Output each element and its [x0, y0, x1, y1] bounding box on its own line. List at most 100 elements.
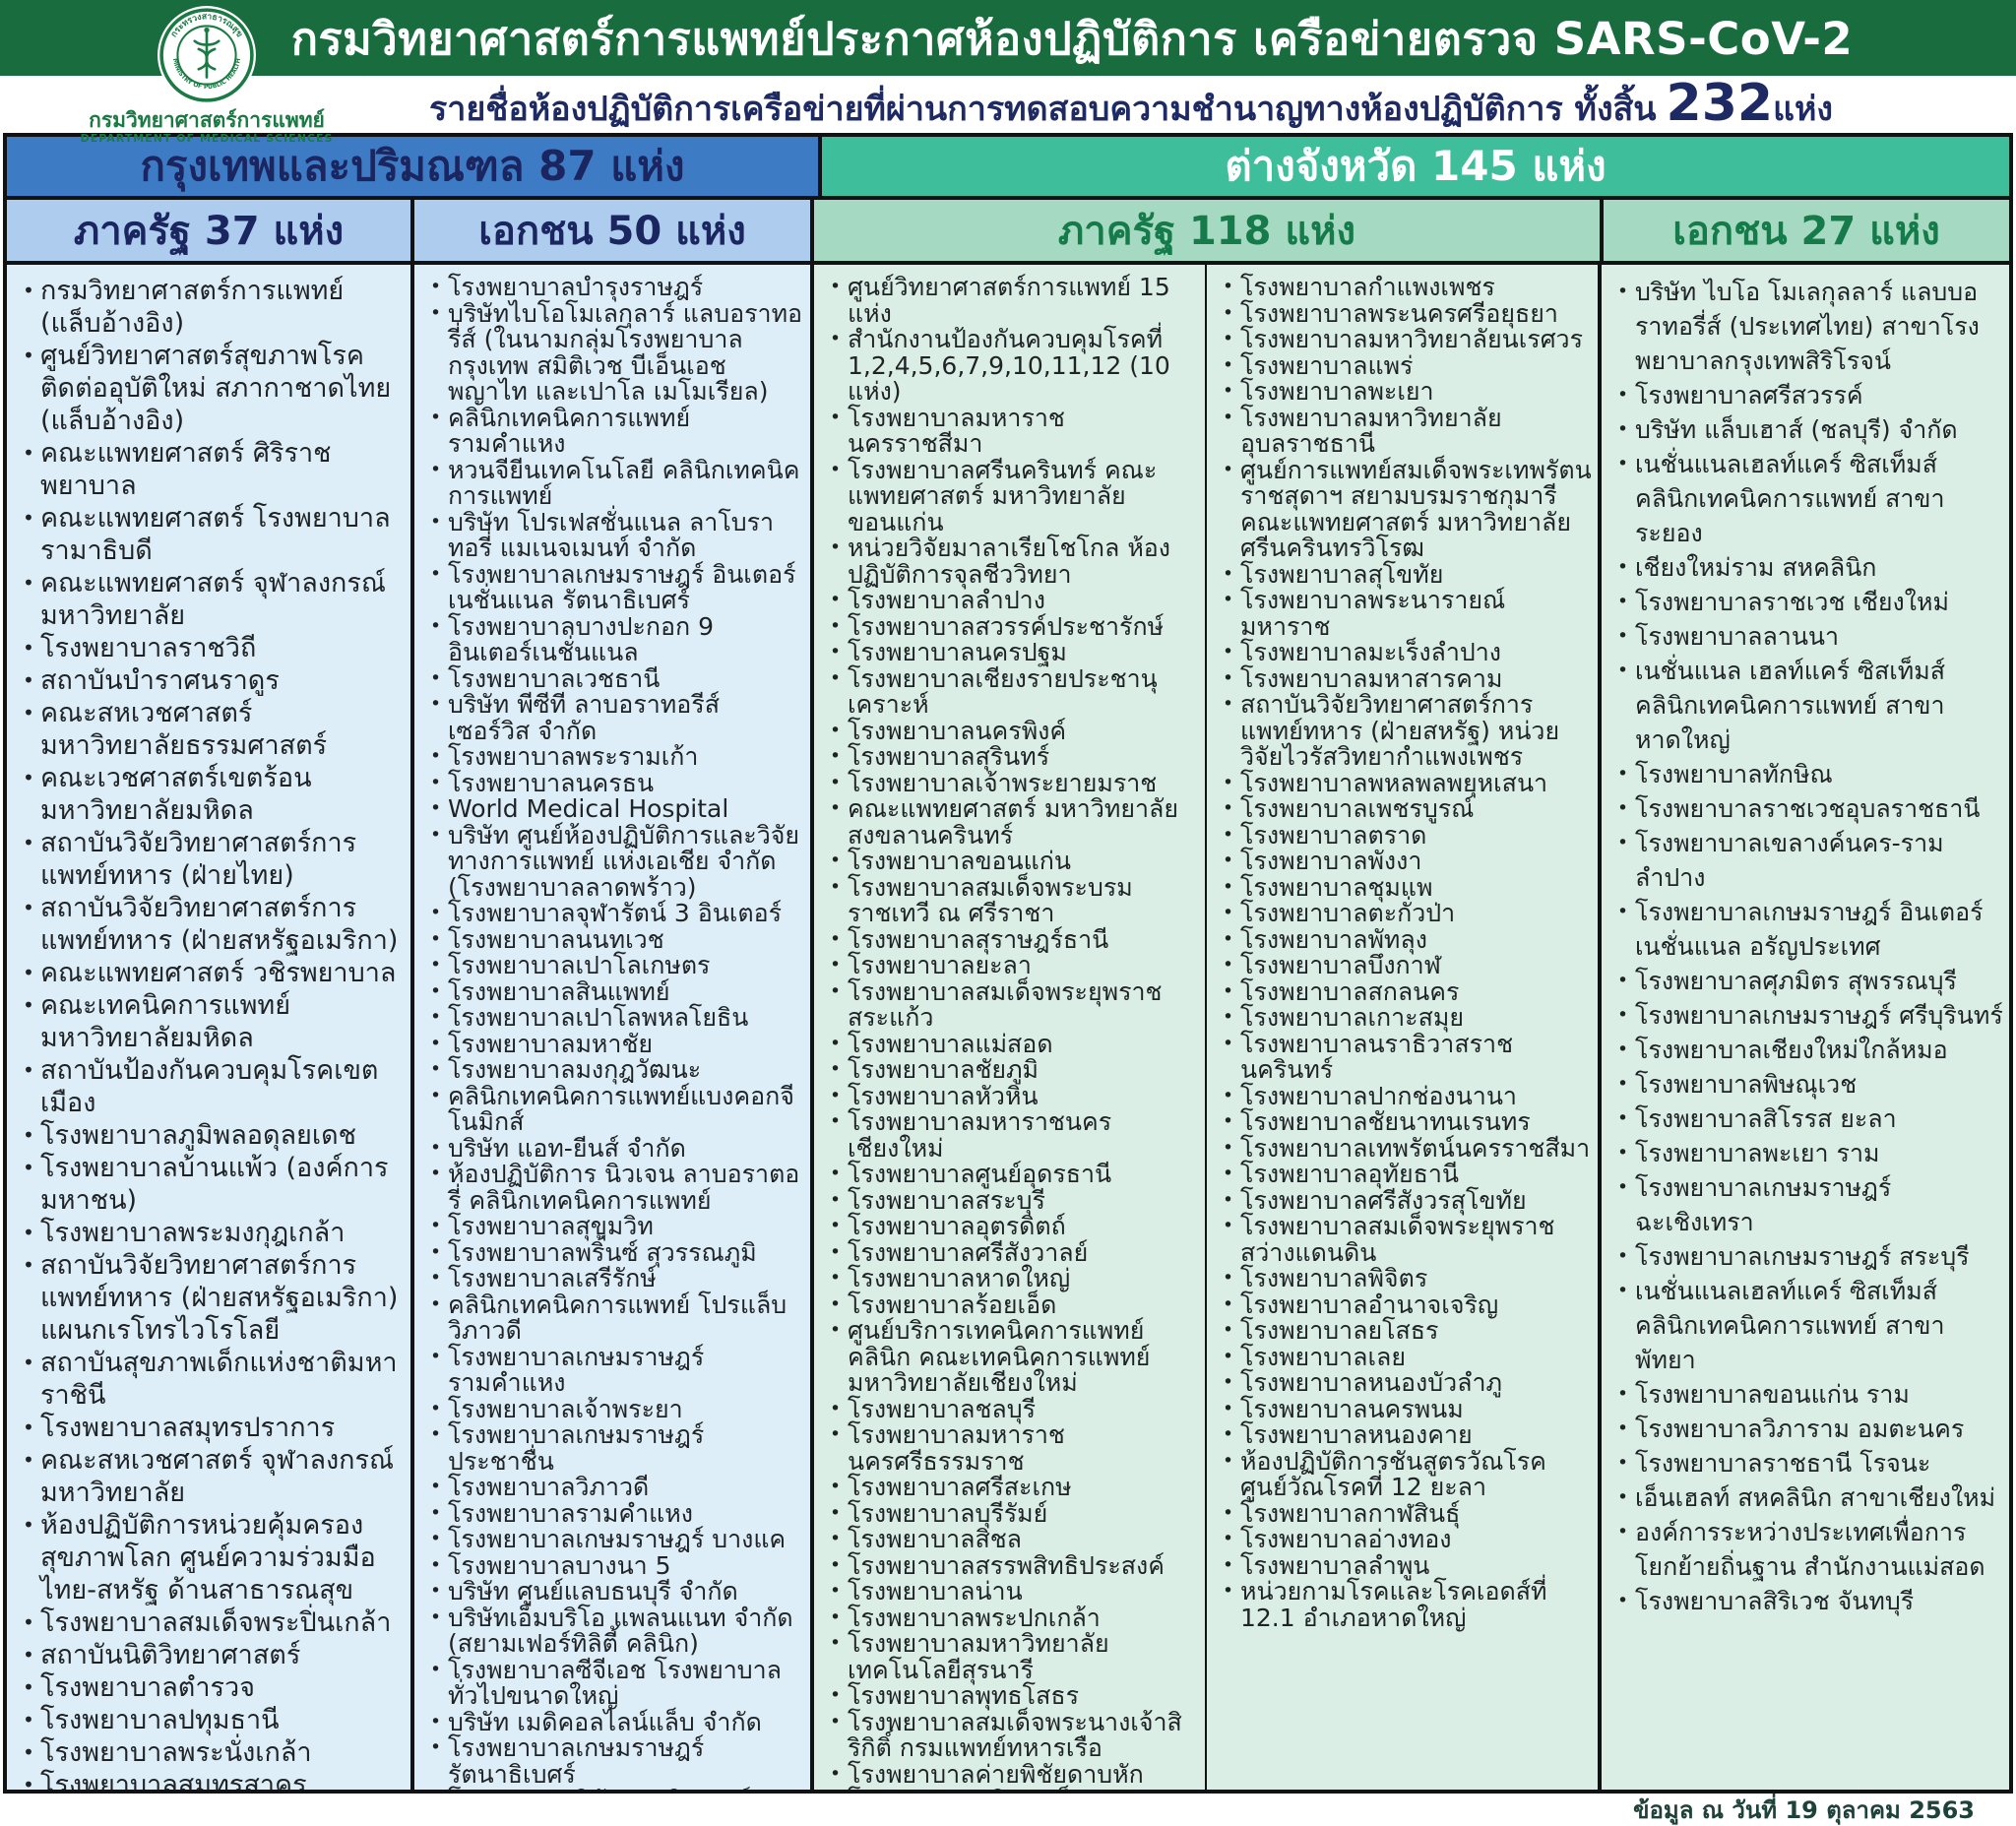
lab-item: โรงพยาบาลมะเร็งลำปาง — [1219, 639, 1592, 666]
lab-item: โรงพยาบาลเกษมราษฎร์ บางแค — [426, 1526, 804, 1553]
lab-item: โรงพยาบาลราชเวชอุบลราชธานี — [1613, 791, 2003, 826]
column-header-bangkok-private: เอกชน 50 แห่ง — [414, 200, 814, 261]
subtitle-band: รายชื่อห้องปฏิบัติการเครือข่ายที่ผ่านการ… — [0, 74, 2016, 133]
lab-item: โรงพยาบาลเจ้าพระยา — [426, 1396, 804, 1423]
lab-item: โรงพยาบาลขอนแก่น — [826, 848, 1199, 875]
lab-item: โรงพยาบาลเสรีรักษ์ — [426, 1265, 804, 1292]
lab-item: โรงพยาบาลสุขุมวิท — [426, 1213, 804, 1240]
lab-item: เนชั่นแนล เฮลท์แคร์ ซิสเท็มส์ คลินิกเทคน… — [1613, 654, 2003, 757]
table-body: กรมวิทยาศาสตร์การแพทย์ (แล็บอ้างอิง)ศูนย… — [7, 265, 2009, 1790]
section-header-row: กรุงเทพและปริมณฑล 87 แห่ง ต่างจังหวัด 14… — [7, 137, 2009, 200]
lab-item: โรงพยาบาลศุภมิตร สุพรรณบุรี — [1613, 964, 2003, 998]
lab-item: โรงพยาบาลลานนา — [1613, 619, 2003, 654]
lab-item: สถาบันนิติวิทยาศาสตร์ — [19, 1639, 405, 1671]
lab-item: โรงพยาบาลมงกุฎวัฒนะ — [426, 1056, 804, 1084]
lab-item: โรงพยาบาลจุฬารัตน์ 3 อินเตอร์ — [426, 900, 804, 927]
lab-item: โรงพยาบาลเลย — [1219, 1344, 1592, 1371]
lab-item: โรงพยาบาลชัยภูมิ — [826, 1056, 1199, 1084]
lab-item: โรงพยาบาลสมเด็จพระยุพราชสว่างแดนดิน — [1219, 1213, 1592, 1266]
column-header-provinces-private: เอกชน 27 แห่ง — [1604, 200, 2009, 261]
lab-item: บริษัท ศูนย์ห้องปฏิบัติการและวิจัยทางการ… — [426, 822, 804, 902]
lab-item: โรงพยาบาลราชเวช เชียงใหม่ — [1613, 585, 2003, 619]
lab-item: โรงพยาบาลสมเด็จพระยุพราชสระแก้ว — [826, 978, 1199, 1032]
lab-item: โรงพยาบาลสมุทรสาคร — [19, 1769, 405, 1790]
lab-item: โรงพยาบาลสวรรค์ประชารักษ์ — [826, 613, 1199, 641]
lab-item: คณะแพทยศาสตร์ ศิริราชพยาบาล — [19, 437, 405, 502]
lab-item: ห้องปฏิบัติการชันสูตรวัณโรค ศูนย์วัณโรคท… — [1219, 1448, 1592, 1501]
lab-item: เนชั่นแนลเฮลท์แคร์ ซิสเท็มส์ คลินิกเทคนิ… — [1613, 1274, 2003, 1377]
lab-item: สำนักงานป้องกันควบคุมโรคที่ 1,2,4,5,6,7,… — [826, 326, 1199, 406]
lab-item: โรงพยาบาลชัยนาทนเรนทร — [1219, 1108, 1592, 1136]
lab-item: โรงพยาบาลราชวิถี — [19, 632, 405, 664]
column-provinces-government-left: ศูนย์วิทยาศาสตร์การแพทย์ 15 แห่งสำนักงาน… — [814, 265, 1207, 1790]
title-bar: กรมวิทยาศาสตร์การแพทย์ประกาศห้องปฏิบัติก… — [0, 0, 2016, 76]
lab-item: สถาบันวิจัยวิทยาศาสตร์การแพทย์ทหาร (ฝ่าย… — [19, 827, 405, 892]
lab-item: โรงพยาบาลซีจีเอช โรงพยาบาลทั่วไปขนาดใหญ่ — [426, 1657, 804, 1710]
lab-item: โรงพยาบาลพังงา — [1219, 848, 1592, 875]
lab-item: โรงพยาบาลยะลา — [826, 952, 1199, 979]
lab-item: โรงพยาบาลพระนั่งเกล้า — [19, 1736, 405, 1769]
lab-item: โรงพยาบาลพระมงกุฎเกล้า — [19, 1217, 405, 1249]
lab-list-provinces-private: บริษัท ไบโอ โมเลกุลลาร์ แลบบอราทอรี่ส์ (… — [1602, 265, 2009, 1618]
lab-item: โรงพยาบาลสมุทรปราการ — [19, 1412, 405, 1444]
lab-item: โรงพยาบาลบุรีรัมย์ — [826, 1500, 1199, 1528]
lab-item: โรงพยาบาลอำนาจเจริญ — [1219, 1291, 1592, 1319]
lab-item: โรงพยาบาลนราธิวาสราชนครินทร์ — [1219, 1031, 1592, 1084]
lab-item: โรงพยาบาลศูนย์อุดรธานี — [826, 1161, 1199, 1188]
lab-item: โรงพยาบาลบึงกาฬ — [1219, 952, 1592, 979]
lab-item: โรงพยาบาลหัวหิน — [826, 1083, 1199, 1110]
lab-item: โรงพยาบาลเปาโลพหลโยธิน — [426, 1004, 804, 1032]
lab-item: โรงพยาบาลพระนารายณ์มหาราช — [1219, 587, 1592, 640]
column-header-row: ภาครัฐ 37 แห่ง เอกชน 50 แห่ง ภาครัฐ 118 … — [7, 200, 2009, 265]
lab-item: บริษัท พีซีที ลาบอราทอรีส์ เซอร์วิส จำกั… — [426, 691, 804, 744]
lab-item: โรงพยาบาลนครพนม — [1219, 1396, 1592, 1423]
lab-item: องค์การระหว่างประเทศเพื่อการโยกย้ายถิ่นฐ… — [1613, 1515, 2003, 1584]
lab-item: โรงพยาบาลศรีนครินทร์ คณะแพทยศาสตร์ มหาวิ… — [826, 457, 1199, 536]
lab-item: โรงพยาบาลพุทธโสธร — [826, 1682, 1199, 1710]
lab-item: โรงพยาบาลเกาะสมุย — [1219, 1004, 1592, 1032]
lab-item: คณะแพทยศาสตร์ โรงพยาบาลรามาธิบดี — [19, 502, 405, 567]
lab-item: สถาบันวิจัยวิทยาศาสตร์การแพทย์ทหาร (ฝ่าย… — [19, 1249, 405, 1347]
department-name-en: DEPARTMENT OF MEDICAL SCIENCES — [80, 132, 334, 145]
lab-item: ศูนย์บริการเทคนิคการแพทย์คลินิก คณะเทคนิ… — [826, 1317, 1199, 1397]
lab-item: สถาบันวิจัยวิทยาศาสตร์การแพทย์ทหาร (ฝ่าย… — [19, 892, 405, 957]
lab-item: โรงพยาบาลเกษมราษฎร์ สระบุรี — [1613, 1239, 2003, 1274]
lab-item: โรงพยาบาลพะเยา — [1219, 378, 1592, 406]
department-logo: กระทรวงสาธารณสุข MINISTRY OF PUBLIC HEAL… — [69, 5, 345, 146]
lab-item: บริษัท ศูนย์แลบธนบุรี จำกัด — [426, 1578, 804, 1606]
column-provinces-private: บริษัท ไบโอ โมเลกุลลาร์ แลบบอราทอรี่ส์ (… — [1602, 265, 2009, 1790]
lab-item: โรงพยาบาลตราด — [1219, 822, 1592, 850]
lab-item: โรงพยาบาลหนองคาย — [1219, 1421, 1592, 1449]
lab-item: โรงพยาบาลเปาโลเกษตร — [426, 952, 804, 979]
lab-item: โรงพยาบาลนครปฐม — [826, 639, 1199, 666]
lab-item: บริษัท เมดิคอลไลน์แล็บ จำกัด — [426, 1709, 804, 1736]
lab-item: โรงพยาบาลเชียงใหม่ใกล้หมอ — [1613, 1033, 2003, 1067]
lab-item: สถาบันสุขภาพเด็กแห่งชาติมหาราชินี — [19, 1347, 405, 1412]
subtitle-suffix: แห่ง — [1773, 90, 1834, 129]
lab-item: หวนจียีนเทคโนโลยี คลินิกเทคนิคการแพทย์ — [426, 457, 804, 510]
lab-item: โรงพยาบาลสมเด็จพระนางเจ้าสิริกิติ์ กรมแพ… — [826, 1709, 1199, 1762]
lab-item: บริษัท แล็บเฮาส์ (ชลบุรี) จำกัด — [1613, 412, 2003, 447]
lab-item: ศูนย์วิทยาศาสตร์สุขภาพโรคติดต่ออุบัติใหม… — [19, 340, 405, 437]
lab-item: โรงพยาบาลมหาวิทยาลัยนเรศวร — [1219, 326, 1592, 353]
lab-item: ศูนย์วิทยาศาสตร์การแพทย์ 15 แห่ง — [826, 274, 1199, 327]
lab-item: โรงพยาบาลมหาราชนครราชสีมา — [826, 405, 1199, 458]
lab-item: โรงพยาบาลนครพิงค์ — [826, 718, 1199, 745]
lab-item: สถาบันบำราศนราดูร — [19, 664, 405, 697]
column-bangkok-government: กรมวิทยาศาสตร์การแพทย์ (แล็บอ้างอิง)ศูนย… — [7, 265, 414, 1790]
lab-item: โรงพยาบาลเวชธานี — [426, 665, 804, 693]
lab-list-provinces-government-right: โรงพยาบาลกำแพงเพชรโรงพยาบาลพระนครศรีอยุธ… — [1207, 265, 1598, 1631]
lab-item: โรงพยาบาลน่าน — [826, 1578, 1199, 1606]
lab-item: โรงพยาบาลพระนครศรีอยุธยา — [1219, 300, 1592, 328]
lab-item: โรงพยาบาลภูมิพลอดุลยเดช — [19, 1119, 405, 1152]
lab-item: โรงพยาบาลเกษมราษฎร์ รามคำแหง — [426, 1344, 804, 1397]
lab-item: โรงพยาบาลตำรวจ — [19, 1671, 405, 1704]
lab-item: โรงพยาบาลทักษิณ — [1613, 757, 2003, 791]
lab-item: โรงพยาบาลยโสธร — [1219, 1317, 1592, 1345]
data-as-of-note: ข้อมูล ณ วันที่ 19 ตุลาคม 2563 — [1633, 1796, 1975, 1824]
lab-item: โรงพยาบาลอุทัยธานี — [1219, 1161, 1592, 1188]
lab-item: โรงพยาบาลนครธน — [426, 770, 804, 797]
lab-item: โรงพยาบาลสินแพทย์ — [426, 978, 804, 1006]
lab-item: โรงพยาบาลอ่างทอง — [1219, 1526, 1592, 1553]
lab-item: โรงพยาบาลเกษมราษฎร์ อินเตอร์เนชั่นแนล อร… — [1613, 895, 2003, 964]
